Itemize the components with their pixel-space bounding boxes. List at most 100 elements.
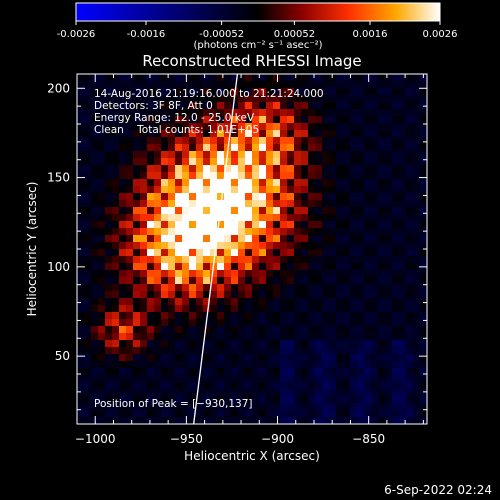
heatmap-cell [343,312,351,320]
heatmap-cell [175,116,183,124]
heatmap-cell [126,235,134,243]
heatmap-cell [315,130,323,138]
heatmap-cell [133,249,141,257]
heatmap-cell [357,319,365,327]
heatmap-cell [280,207,288,215]
heatmap-cell [343,326,351,334]
heatmap-cell [238,410,246,418]
heatmap-cell [126,417,134,424]
heatmap-cell [350,242,358,250]
heatmap-cell [259,207,267,215]
heatmap-cell [322,263,330,271]
heatmap-cell [140,319,148,327]
heatmap-cell [126,109,134,117]
heatmap-cell [140,410,148,418]
heatmap-cell [91,382,99,390]
heatmap-cell [98,256,106,264]
heatmap-cell [357,235,365,243]
heatmap-cell [364,116,372,124]
heatmap-cell [189,242,197,250]
heatmap-cell [154,326,162,334]
heatmap-cell [133,291,141,299]
heatmap-cell [224,417,232,424]
heatmap-cell [147,368,155,376]
heatmap-cell [357,172,365,180]
heatmap-cell [77,235,85,243]
heatmap-cell [119,284,127,292]
heatmap-cell [399,312,407,320]
heatmap-cell [189,284,197,292]
heatmap-cell [273,312,281,320]
heatmap-cell [280,179,288,187]
heatmap-cell [364,102,372,110]
heatmap-cell [350,284,358,292]
heatmap-cell [280,172,288,180]
heatmap-cell [336,151,344,159]
heatmap-cell [413,389,421,397]
heatmap-cell [140,326,148,334]
heatmap-cell [98,298,106,306]
heatmap-cell [287,165,295,173]
heatmap-cell [112,228,120,236]
heatmap-cell [231,270,239,278]
heatmap-cell [301,256,309,264]
heatmap-cell [273,333,281,341]
heatmap-cell [399,179,407,187]
heatmap-cell [140,347,148,355]
heatmap-cell [168,312,176,320]
heatmap-cell [112,375,120,383]
heatmap-cell [77,214,85,222]
heatmap-cell [154,256,162,264]
heatmap-cell [357,256,365,264]
heatmap-cell [231,389,239,397]
heatmap-cell [210,403,218,411]
heatmap-cell [273,368,281,376]
heatmap-cell [329,319,337,327]
heatmap-cell [161,396,169,404]
heatmap-cell [147,172,155,180]
heatmap-cell [413,291,421,299]
heatmap-cell [266,81,274,89]
heatmap-cell [245,116,253,124]
heatmap-cell [357,305,365,313]
heatmap-cell [77,340,85,348]
heatmap-cell [413,207,421,215]
heatmap-cell [147,158,155,166]
heatmap-cell [280,235,288,243]
heatmap-cell [238,347,246,355]
heatmap-cell [252,410,260,418]
heatmap-cell [357,417,365,424]
heatmap-cell [308,123,316,131]
heatmap-cell [406,186,414,194]
heatmap-cell [91,319,99,327]
heatmap-cell [350,116,358,124]
heatmap-cell [77,347,85,355]
heatmap-cell [203,340,211,348]
heatmap-cell [273,116,281,124]
heatmap-cell [273,354,281,362]
heatmap-cell [378,130,386,138]
heatmap-cell [399,158,407,166]
heatmap-cell [322,172,330,180]
heatmap-cell [217,347,225,355]
heatmap-cell [329,249,337,257]
heatmap-cell [266,200,274,208]
heatmap-cell [378,284,386,292]
heatmap-cell [133,319,141,327]
heatmap-cell [392,417,400,424]
heatmap-cell [168,102,176,110]
heatmap-cell [238,354,246,362]
heatmap-cell [301,368,309,376]
heatmap-cell [343,361,351,369]
heatmap-cell [210,340,218,348]
heatmap-cell [126,319,134,327]
heatmap-cell [371,228,379,236]
heatmap-cell [224,263,232,271]
heatmap-cell [77,158,85,166]
heatmap-cell [98,74,106,82]
heatmap-cell [399,333,407,341]
heatmap-cell [280,130,288,138]
heatmap-cell [350,95,358,103]
heatmap-cell [301,249,309,257]
heatmap-cell [98,263,106,271]
